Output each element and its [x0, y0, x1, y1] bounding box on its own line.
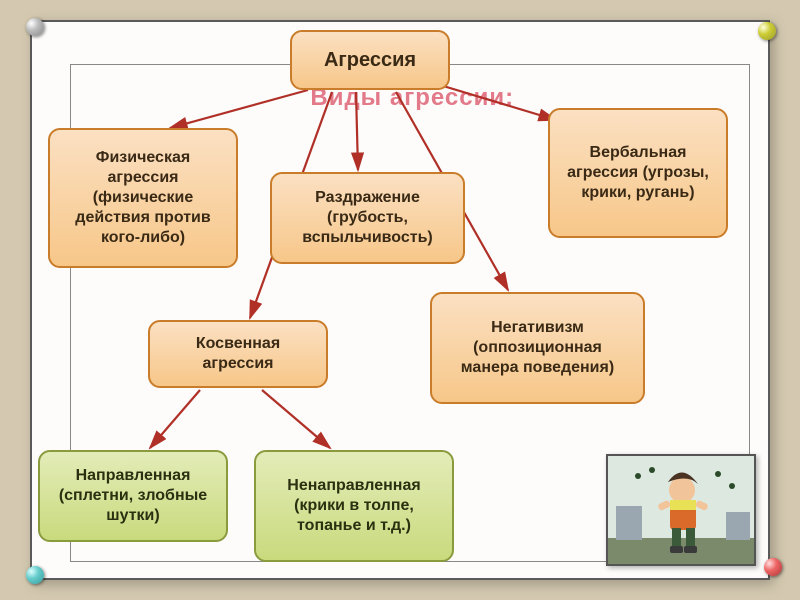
illustration-image [606, 454, 756, 566]
node-undirected: Ненаправленная (крики в толпе, топанье и… [254, 450, 454, 562]
node-neg: Негативизм (оппозиционная манера поведен… [430, 292, 645, 404]
node-irrit: Раздражение (грубость, вспыльчивость) [270, 172, 465, 264]
node-root: Агрессия [290, 30, 450, 90]
pushpin-icon [26, 18, 44, 36]
pushpin-icon [26, 566, 44, 584]
pushpin-icon [764, 558, 782, 576]
node-verbal: Вербальная агрессия (угрозы, крики, руга… [548, 108, 728, 238]
node-phys: Физическая агрессия (физические действия… [48, 128, 238, 268]
node-directed: Направленная (сплетни, злобные шутки) [38, 450, 228, 542]
node-indirect: Косвенная агрессия [148, 320, 328, 388]
pushpin-icon [758, 22, 776, 40]
